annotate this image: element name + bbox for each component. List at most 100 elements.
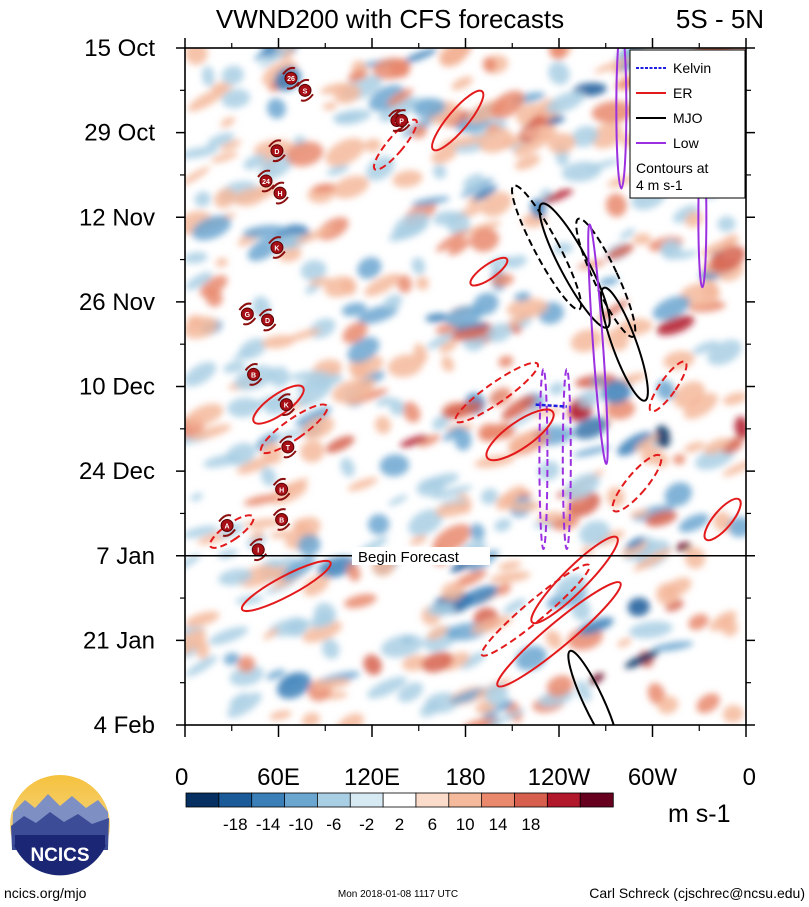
anomaly-cell (294, 406, 332, 426)
anomaly-cell (418, 434, 441, 447)
anomaly-cell (364, 273, 401, 297)
anomaly-cell (593, 57, 633, 74)
colorbar-tick-label: 18 (521, 815, 540, 834)
anomaly-cell (226, 442, 256, 466)
anomaly-cell (332, 175, 370, 199)
anomaly-cell (458, 585, 499, 608)
anomaly-cell (548, 61, 570, 85)
anomaly-cell (498, 560, 522, 571)
anomaly-cell (480, 488, 499, 505)
anomaly-cell (397, 275, 412, 294)
anomaly-cell (341, 302, 367, 317)
anomaly-cell (408, 509, 443, 536)
storm-arm (272, 477, 291, 501)
storm-arm (257, 169, 275, 193)
plot-area: 26SD24HKGDBKTHBAISP Begin Forecast 15 Oc… (79, 35, 756, 791)
anomaly-cell (703, 437, 730, 455)
storm-label: A (225, 524, 230, 531)
logo-text: NCICS (30, 845, 89, 866)
anomaly-cell (514, 291, 531, 302)
wave-contour (538, 368, 549, 551)
anomaly-cell (442, 426, 463, 442)
storm-label: H (278, 191, 283, 198)
anomaly-cell (185, 525, 218, 539)
wave-contour (485, 408, 555, 462)
anomaly-cell (445, 305, 483, 328)
anomaly-cell (482, 56, 497, 73)
anomaly-cell (413, 98, 446, 118)
storm-dot (261, 313, 275, 327)
storm-arm (279, 435, 297, 459)
forecast-label-background (352, 547, 490, 565)
anomaly-cell (425, 313, 449, 323)
colorbar-swatch (546, 792, 581, 808)
anomaly-cell (545, 630, 563, 650)
anomaly-cell (343, 593, 377, 609)
anomaly-cell (432, 524, 472, 554)
anomaly-cell (542, 188, 574, 204)
anomaly-cell (628, 621, 673, 639)
anomaly-cell (266, 98, 286, 119)
anomaly-cell (325, 435, 355, 453)
legend-er-label: ER (673, 85, 692, 101)
anomaly-cell (688, 613, 709, 631)
anomaly-cell (717, 216, 736, 232)
storm-arm (272, 508, 291, 531)
storm-arm (258, 308, 277, 332)
anomaly-cell (250, 530, 264, 541)
footer-url: ncics.org/mjo (4, 885, 87, 901)
anomaly-cell (388, 494, 408, 506)
anomaly-cell (387, 88, 414, 107)
anomaly-cell (537, 511, 564, 523)
storm-dot (270, 240, 284, 254)
storm-marker: I (249, 538, 268, 562)
anomaly-cell (446, 211, 471, 236)
storm-label: G (245, 312, 251, 319)
y-tick-label: 15 Oct (84, 35, 155, 62)
anomaly-cell (367, 514, 390, 535)
anomaly-cell (347, 69, 366, 83)
wave-contour (611, 453, 663, 513)
anomaly-cell (376, 396, 393, 407)
storm-dot (275, 512, 289, 526)
anomaly-cell (214, 188, 236, 209)
colorbar-swatch (415, 792, 450, 808)
footer-timestamp: Mon 2018-01-08 1117 UTC (338, 889, 458, 900)
anomaly-cell (617, 637, 632, 648)
storm-dot (284, 71, 298, 85)
anomaly-cell (207, 132, 235, 148)
wave-contour (561, 368, 572, 551)
colorbar-swatch (349, 792, 384, 808)
storm-label: 26 (287, 76, 295, 83)
y-tick-label: 7 Jan (96, 543, 155, 570)
anomaly-cell (380, 634, 424, 658)
anomaly-cell (683, 441, 705, 453)
y-tick-label: 24 Dec (79, 458, 155, 485)
anomaly-cell (506, 298, 548, 319)
anomaly-cell (259, 48, 292, 68)
anomaly-cell (656, 315, 695, 336)
anomaly-cell (218, 568, 253, 586)
storm-dot (220, 519, 234, 533)
colorbar-tick-label: -10 (289, 815, 314, 834)
anomaly-cell (190, 492, 203, 502)
anomaly-cell (494, 700, 513, 712)
anomaly-cell (450, 327, 491, 341)
anomaly-cell (722, 460, 746, 477)
legend-mjo-label: MJO (673, 110, 703, 126)
wave-contour (480, 563, 591, 657)
anomaly-cell (469, 523, 485, 541)
anomaly-cell (340, 457, 355, 477)
anomaly-cell (660, 243, 675, 257)
storm-arm (392, 109, 411, 132)
anomaly-cell (656, 379, 675, 401)
anomaly-cell (606, 486, 625, 508)
anomaly-cell (227, 692, 262, 718)
anomaly-cell (450, 687, 490, 704)
anomaly-cell (632, 233, 652, 245)
anomaly-cell (342, 322, 368, 344)
storm-arm (296, 78, 314, 102)
anomaly-cell (185, 146, 219, 159)
anomaly-cell (506, 255, 527, 269)
anomaly-cell (237, 655, 256, 673)
